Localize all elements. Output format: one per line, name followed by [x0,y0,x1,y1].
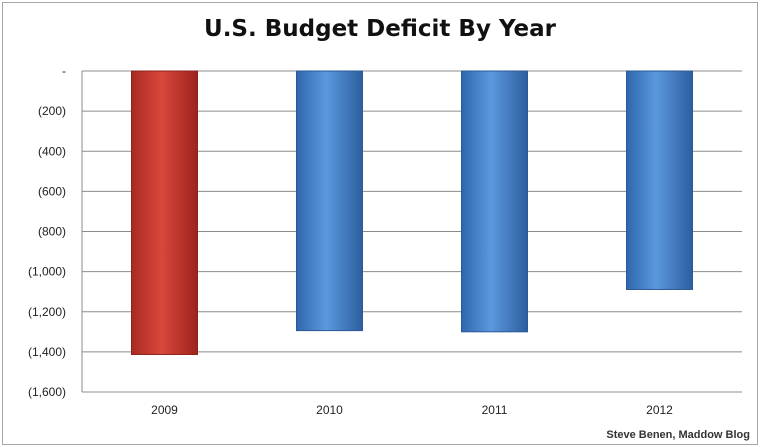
bar-2010 [296,70,363,332]
bar-2009 [131,70,198,355]
y-tick-label: (600) [38,184,66,198]
y-tick-label: (400) [38,144,66,158]
x-tick-label: 2011 [482,403,508,417]
bar-2012 [626,70,693,290]
y-tick-label: (1,400) [28,345,66,359]
x-tick-label: 2009 [151,403,178,417]
y-tick-label: (1,200) [28,305,66,319]
chart-title: U.S. Budget Deficit By Year [204,16,556,42]
bar-2011 [461,70,528,333]
y-tick-label: (800) [38,225,66,239]
y-tick-label: (1,600) [28,385,66,399]
y-tick-label: - [62,64,66,78]
x-tick-label: 2010 [316,403,343,417]
chart-credit: Steve Benen, Maddow Blog [606,429,750,441]
y-tick-label: (200) [38,104,66,118]
x-tick-label: 2012 [646,403,673,417]
y-tick-label: (1,000) [28,265,66,279]
